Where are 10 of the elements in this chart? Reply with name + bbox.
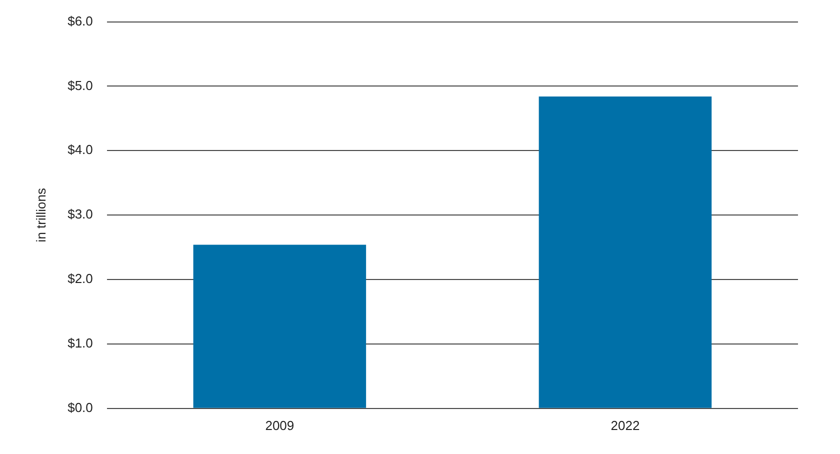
y-tick-label: $4.0 (68, 142, 93, 158)
y-tick-label: $0.0 (68, 400, 93, 415)
x-tick-label: 2022 (610, 418, 640, 433)
y-tick-label: $5.0 (68, 78, 93, 93)
y-tick-label: $1.0 (68, 336, 93, 351)
y-tick-label: $3.0 (68, 206, 93, 222)
y-axis-title: in trillions (33, 188, 48, 242)
y-tick-label: $6.0 (68, 13, 93, 28)
x-tick-label: 2009 (265, 418, 294, 433)
y-tick-label: $2.0 (68, 271, 93, 286)
